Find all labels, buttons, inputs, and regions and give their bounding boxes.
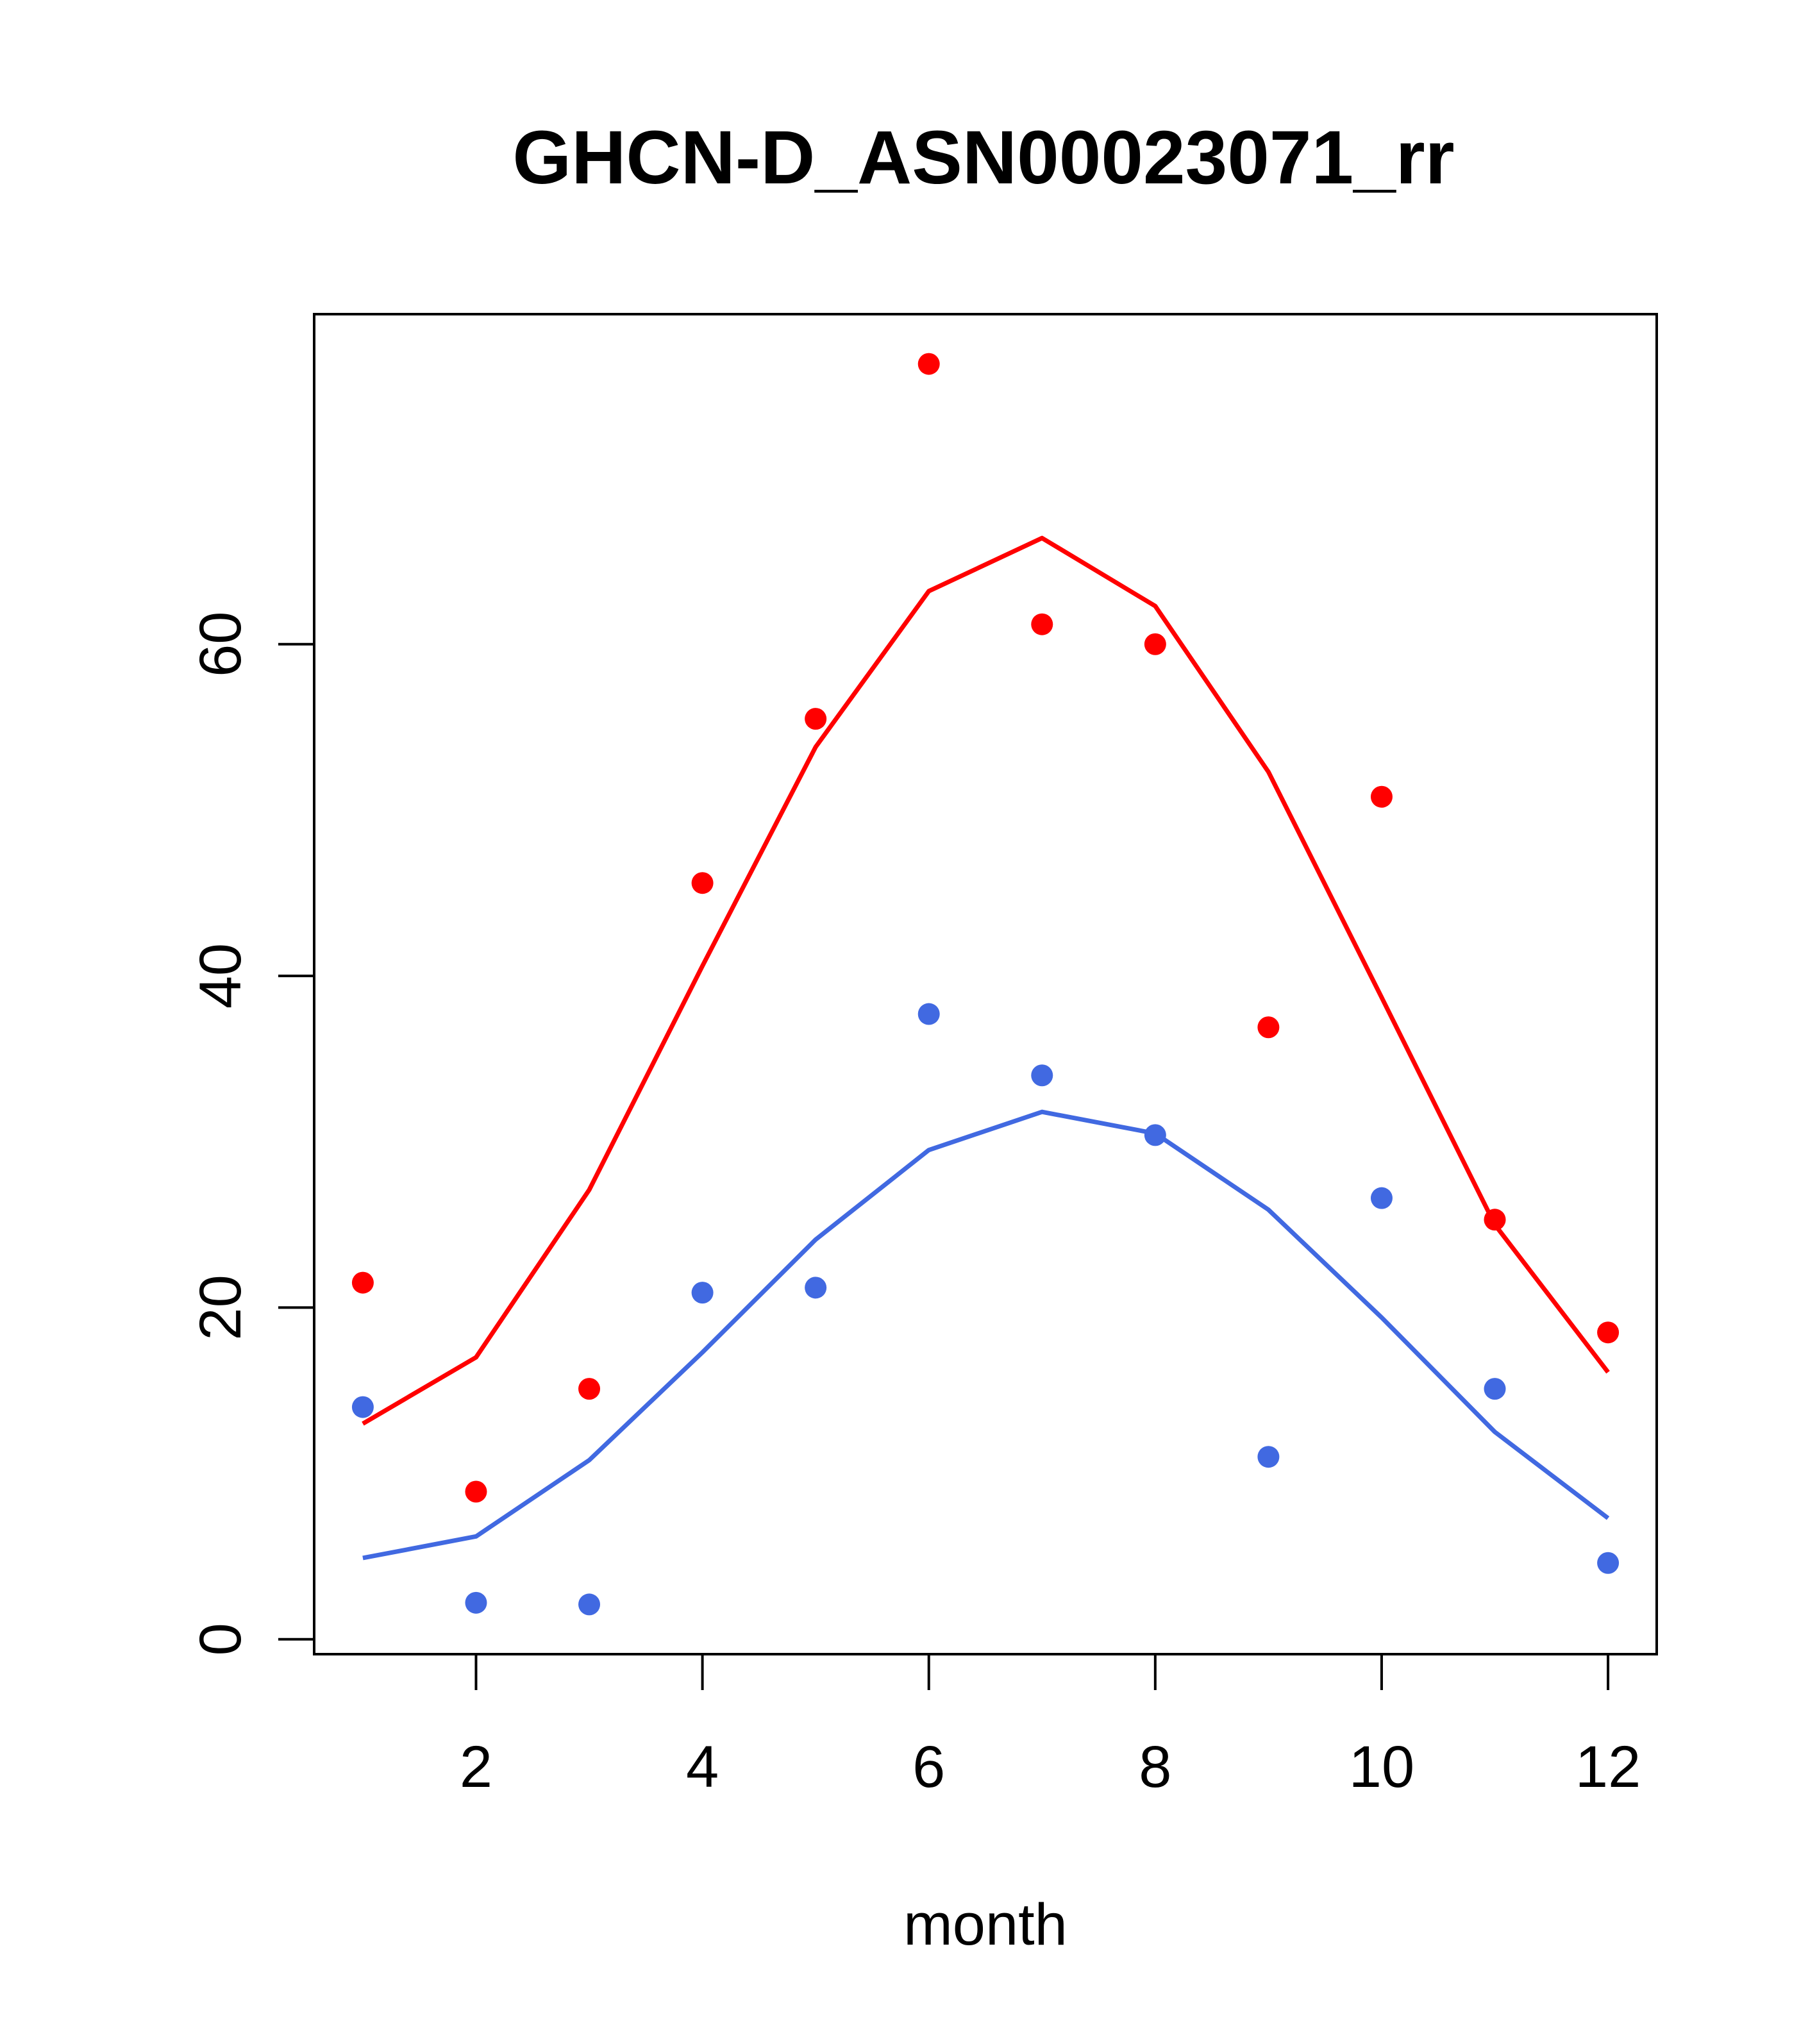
series-1-point [691, 872, 714, 894]
y-axis: 0 20 40 60 [188, 612, 315, 1655]
series-1-point [578, 1378, 601, 1400]
series-1-point [1257, 1016, 1280, 1039]
x-tick-label: 10 [1349, 1734, 1414, 1800]
x-axis-label: month [903, 1892, 1068, 1957]
series-1-point [1144, 633, 1166, 655]
series-1-point [1484, 1209, 1506, 1231]
series-1-line [362, 535, 1610, 1426]
chart-title: GHCN-D_ASN00023071_rr [512, 115, 1454, 200]
series-1-point [351, 1271, 374, 1294]
x-tick-label: 12 [1575, 1734, 1641, 1800]
series-2-point [578, 1593, 601, 1616]
series-2-point [1031, 1064, 1053, 1087]
series-1 [351, 353, 1620, 1503]
plot-frame [313, 313, 1658, 1655]
series-1-point [465, 1480, 487, 1503]
x-tick-label: 6 [912, 1734, 945, 1800]
x-tick-label: 4 [686, 1734, 719, 1800]
y-tick-label: 0 [188, 1623, 253, 1655]
y-tick-label: 20 [188, 1275, 253, 1340]
series-2-point [1257, 1446, 1280, 1468]
series-2-point [351, 1396, 374, 1418]
series-2-point [805, 1277, 827, 1299]
series-2-point [1484, 1378, 1506, 1400]
series-2 [351, 1003, 1620, 1616]
series-1-point [805, 708, 827, 730]
x-tick-label: 2 [460, 1734, 492, 1800]
x-tick-label: 8 [1139, 1734, 1171, 1800]
series-2-point [1597, 1552, 1620, 1574]
series-layer [351, 353, 1620, 1616]
series-1-point [1031, 613, 1053, 635]
series-2-point [465, 1591, 487, 1614]
series-1-point [1370, 785, 1393, 808]
series-2-point [1370, 1187, 1393, 1209]
y-tick-label: 60 [188, 612, 253, 677]
series-2-point [917, 1003, 940, 1025]
series-1-point [917, 353, 940, 375]
series-2-line [362, 1109, 1610, 1561]
x-axis: 2 4 6 8 10 12 [460, 1653, 1641, 1800]
y-tick-label: 40 [188, 943, 253, 1009]
series-1-point [1597, 1321, 1620, 1344]
series-2-point [691, 1282, 714, 1304]
series-2-point [1144, 1124, 1166, 1146]
